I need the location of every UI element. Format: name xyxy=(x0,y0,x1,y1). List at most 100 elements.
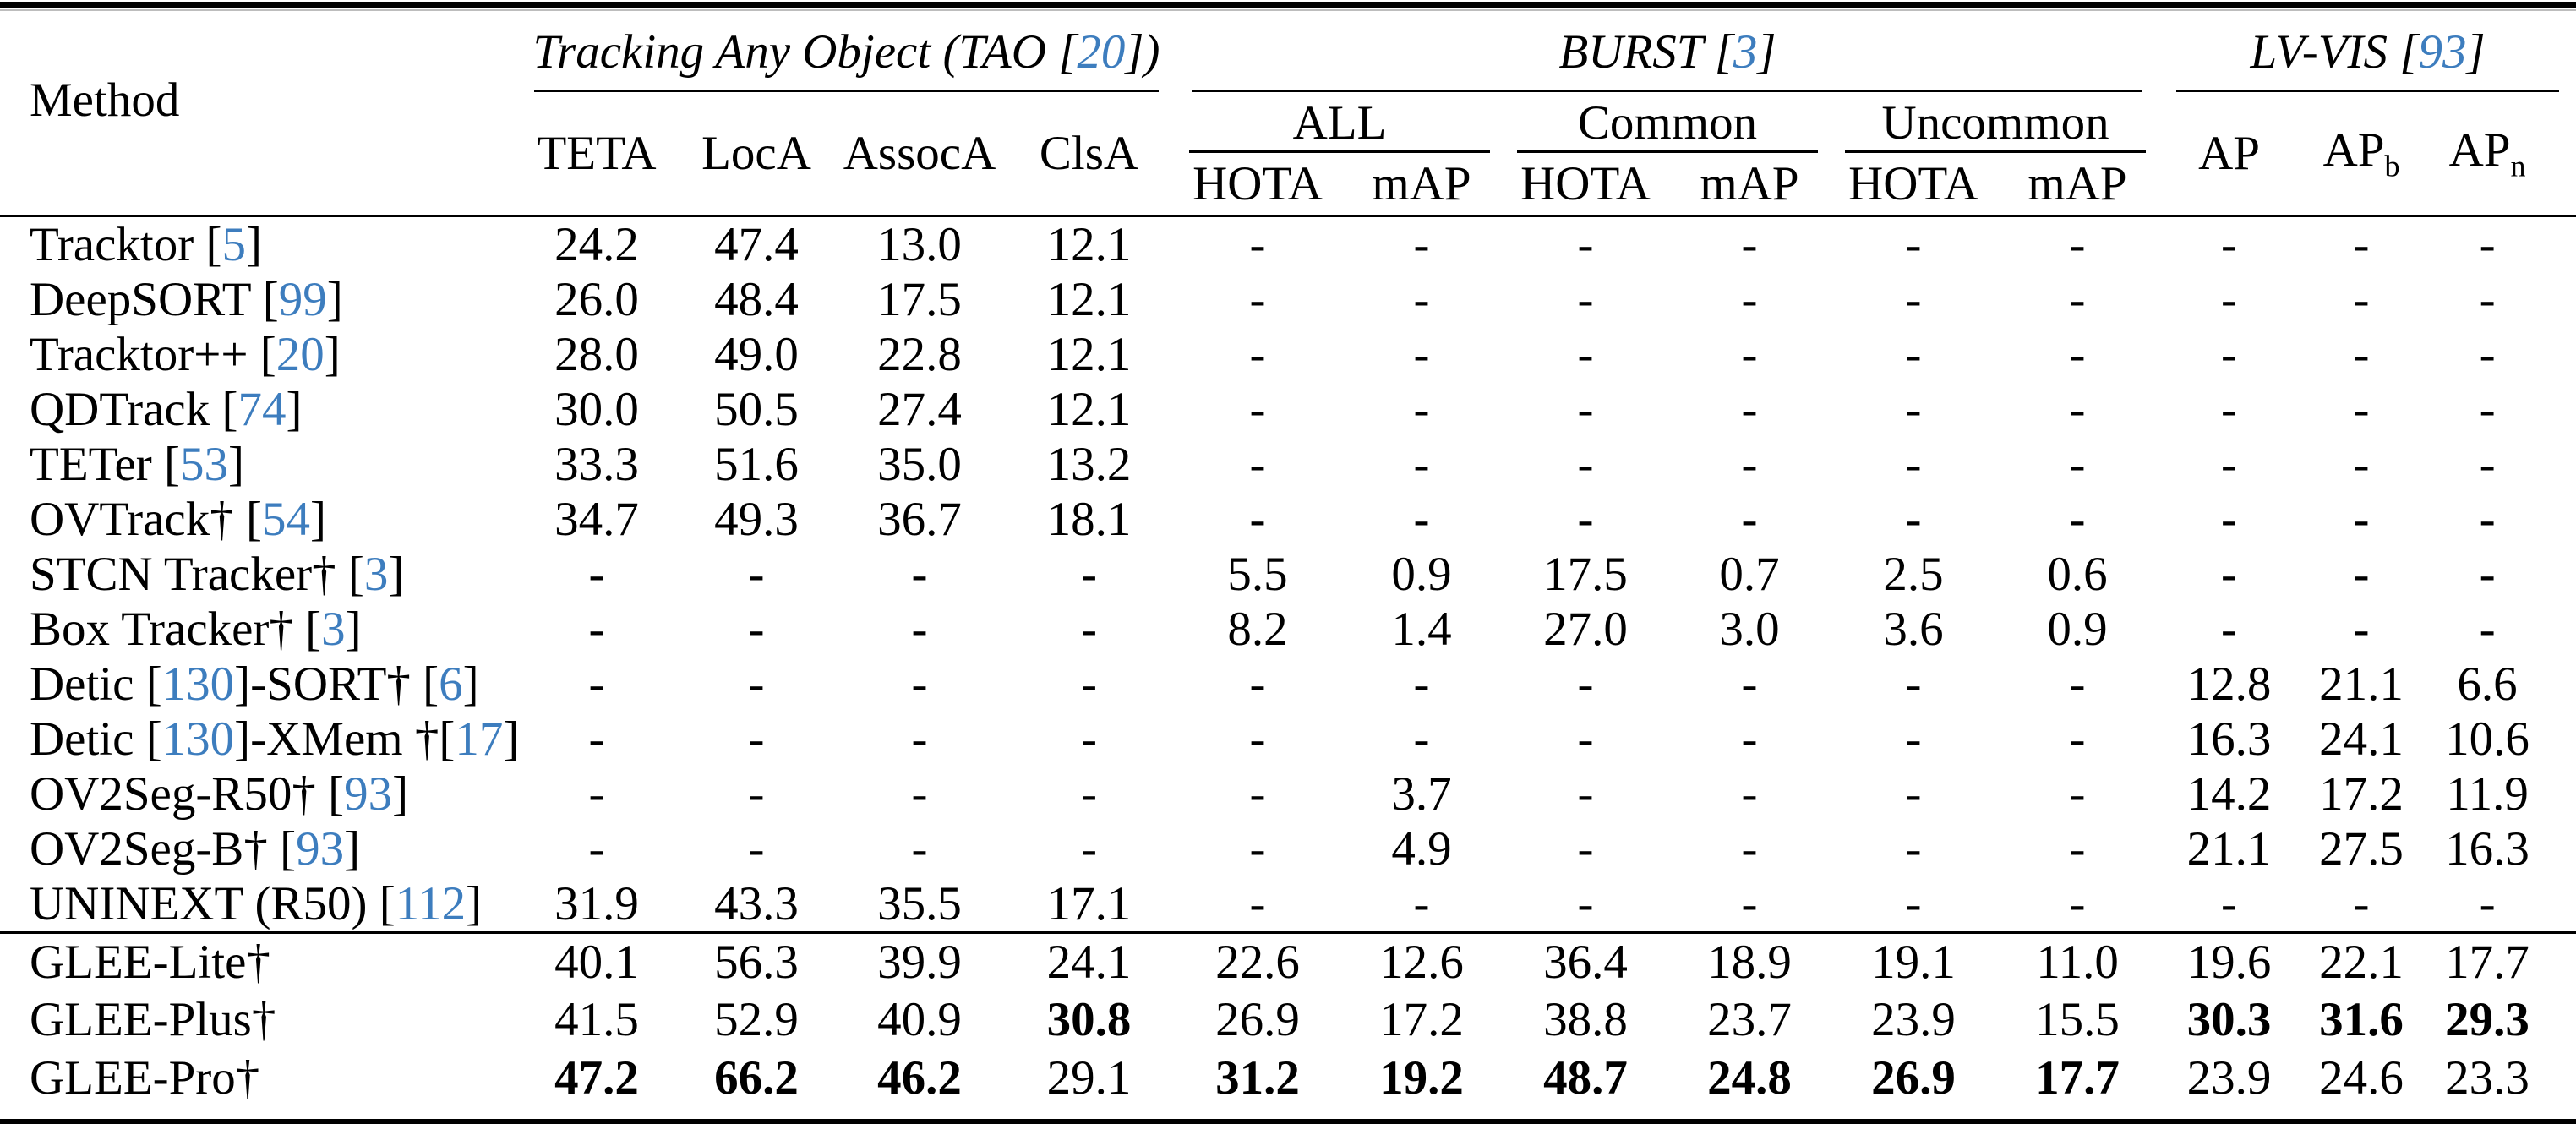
subgroup-header-uncommon: Uncommon xyxy=(1831,92,2159,153)
citation-link[interactable]: 53 xyxy=(180,437,228,491)
citation-link[interactable]: 5 xyxy=(221,217,246,271)
value-cell-empty: - xyxy=(1905,657,1922,711)
value-cell-empty: - xyxy=(1905,712,1922,766)
value-cell-empty: - xyxy=(1741,712,1758,766)
table-row: Detic [130]-XMem †[17] - - - - - - - - - - 16.3 24.1… xyxy=(0,712,2576,767)
value-cell: 26.0 xyxy=(554,272,639,326)
value-cell-empty: - xyxy=(2069,492,2086,546)
value-cell-empty: - xyxy=(2353,547,2370,601)
method-cell: GLEE-Lite† xyxy=(0,930,517,990)
value-cell: 16.3 xyxy=(2445,821,2530,876)
value-cell-empty: - xyxy=(748,712,765,766)
value-cell: 49.0 xyxy=(714,327,799,381)
citation-link[interactable]: 93 xyxy=(296,821,345,876)
value-cell-empty: - xyxy=(2221,602,2238,656)
value-cell: 24.8 xyxy=(1707,1051,1792,1105)
value-cell: 28.0 xyxy=(554,327,639,381)
value-cell: 33.3 xyxy=(554,437,639,491)
citation-link[interactable]: 20 xyxy=(276,327,325,381)
table-row: GLEE-Lite† 40.1 56.3 39.9 24.1 22.6 12.6 36.4 18… xyxy=(0,930,2576,990)
citation-link[interactable]: 3 xyxy=(1733,25,1758,79)
value-cell-empty: - xyxy=(1249,327,1266,381)
citation-link[interactable]: 3 xyxy=(363,547,389,601)
value-cell-empty: - xyxy=(1577,821,1594,876)
value-cell-empty: - xyxy=(1741,437,1758,491)
method-cell: OV2Seg-B† [93] xyxy=(30,821,361,876)
value-cell: 13.2 xyxy=(1046,437,1132,491)
col-header-method: Method xyxy=(0,11,517,217)
value-cell-empty: - xyxy=(1081,602,1097,656)
citation-link[interactable]: 93 xyxy=(2418,25,2467,79)
method-cell: UNINEXT (R50) [112] xyxy=(30,876,483,930)
value-cell: 18.9 xyxy=(1667,930,1831,990)
subgroup-header-common: Common xyxy=(1504,92,1831,153)
group-header-tao: Tracking Any Object (TAO [20]) xyxy=(517,11,1176,92)
value-cell: 24.2 xyxy=(554,217,639,271)
citation-link[interactable]: 74 xyxy=(237,382,287,436)
value-cell: 47.2 xyxy=(554,1051,639,1105)
value-cell-empty: - xyxy=(911,712,928,766)
table-row: STCN Tracker† [3] - - - - 5.5 0.9 17.5 0.7 2.5 0.6… xyxy=(0,547,2576,602)
citation-link[interactable]: 54 xyxy=(261,492,310,546)
value-cell: 49.3 xyxy=(714,492,799,546)
value-cell-empty: - xyxy=(911,547,928,601)
citation-link[interactable]: 3 xyxy=(321,602,346,656)
citation-link[interactable]: 112 xyxy=(395,876,467,930)
table-row: Box Tracker† [3] - - - - 8.2 1.4 27.0 3.0 3.6 0.9 -… xyxy=(0,602,2576,657)
method-cell: TETer [53] xyxy=(30,437,244,491)
value-cell: 19.2 xyxy=(1379,1051,1464,1105)
value-cell: 11.9 xyxy=(2446,767,2529,821)
value-cell-empty: - xyxy=(2221,272,2238,326)
value-cell: 19.1 xyxy=(1831,930,1995,990)
value-cell-empty: - xyxy=(1741,876,1758,930)
value-cell: 12.6 xyxy=(1340,930,1504,990)
value-cell: 17.5 xyxy=(1543,547,1628,601)
value-cell-empty: - xyxy=(2221,547,2238,601)
value-cell-empty: - xyxy=(1413,876,1430,930)
col-header-clsa: ClsA xyxy=(1002,92,1176,217)
value-cell-empty: - xyxy=(588,767,605,821)
value-cell-empty: - xyxy=(1741,821,1758,876)
citation-link[interactable]: 20 xyxy=(1077,25,1126,79)
citation-link[interactable]: 99 xyxy=(278,272,327,326)
value-cell: 17.2 xyxy=(2319,767,2404,821)
table-bottom-rule xyxy=(0,1119,2576,1124)
value-cell-empty: - xyxy=(2069,382,2086,436)
value-cell: 16.3 xyxy=(2186,712,2272,766)
value-cell-empty: - xyxy=(1741,272,1758,326)
citation-link[interactable]: 17 xyxy=(455,712,504,766)
value-cell-empty: - xyxy=(1577,712,1594,766)
value-cell-empty: - xyxy=(1905,876,1922,930)
value-cell: 30.8 xyxy=(1046,993,1132,1046)
citation-link[interactable]: 130 xyxy=(161,712,235,766)
col-header-assoca: AssocA xyxy=(837,92,1002,217)
value-cell: 43.3 xyxy=(714,876,799,930)
citation-link[interactable]: 6 xyxy=(439,657,463,711)
value-cell-empty: - xyxy=(2221,492,2238,546)
value-cell: 24.6 xyxy=(2319,1051,2404,1105)
value-cell-empty: - xyxy=(2479,876,2496,930)
value-cell: 12.8 xyxy=(2186,657,2272,711)
method-cell: QDTrack [74] xyxy=(30,382,303,436)
citation-link[interactable]: 93 xyxy=(344,767,393,821)
method-cell: DeepSORT [99] xyxy=(30,272,343,326)
value-cell-empty: - xyxy=(2353,217,2370,271)
subgroup-header-all: ALL xyxy=(1176,92,1504,153)
value-cell: 36.4 xyxy=(1504,930,1667,990)
value-cell: 5.5 xyxy=(1227,547,1288,601)
value-cell: 39.9 xyxy=(837,930,1002,990)
value-cell: 46.2 xyxy=(877,1051,962,1105)
value-cell: 30.3 xyxy=(2186,993,2272,1046)
table-row: TETer [53] 33.3 51.6 35.0 13.2 - - - - - - - - - xyxy=(0,437,2576,492)
value-cell: 22.6 xyxy=(1176,930,1340,990)
col-header-map-common: mAP xyxy=(1667,153,1831,217)
value-cell: 0.6 xyxy=(2047,547,2108,601)
value-cell-empty: - xyxy=(1249,821,1266,876)
value-cell-empty: - xyxy=(1905,492,1922,546)
value-cell: 22.1 xyxy=(2299,930,2425,990)
value-cell-empty: - xyxy=(1081,821,1097,876)
value-cell-empty: - xyxy=(2221,327,2238,381)
col-header-ap: AP xyxy=(2159,92,2300,217)
citation-link[interactable]: 130 xyxy=(161,657,235,711)
value-cell: 51.6 xyxy=(714,437,799,491)
